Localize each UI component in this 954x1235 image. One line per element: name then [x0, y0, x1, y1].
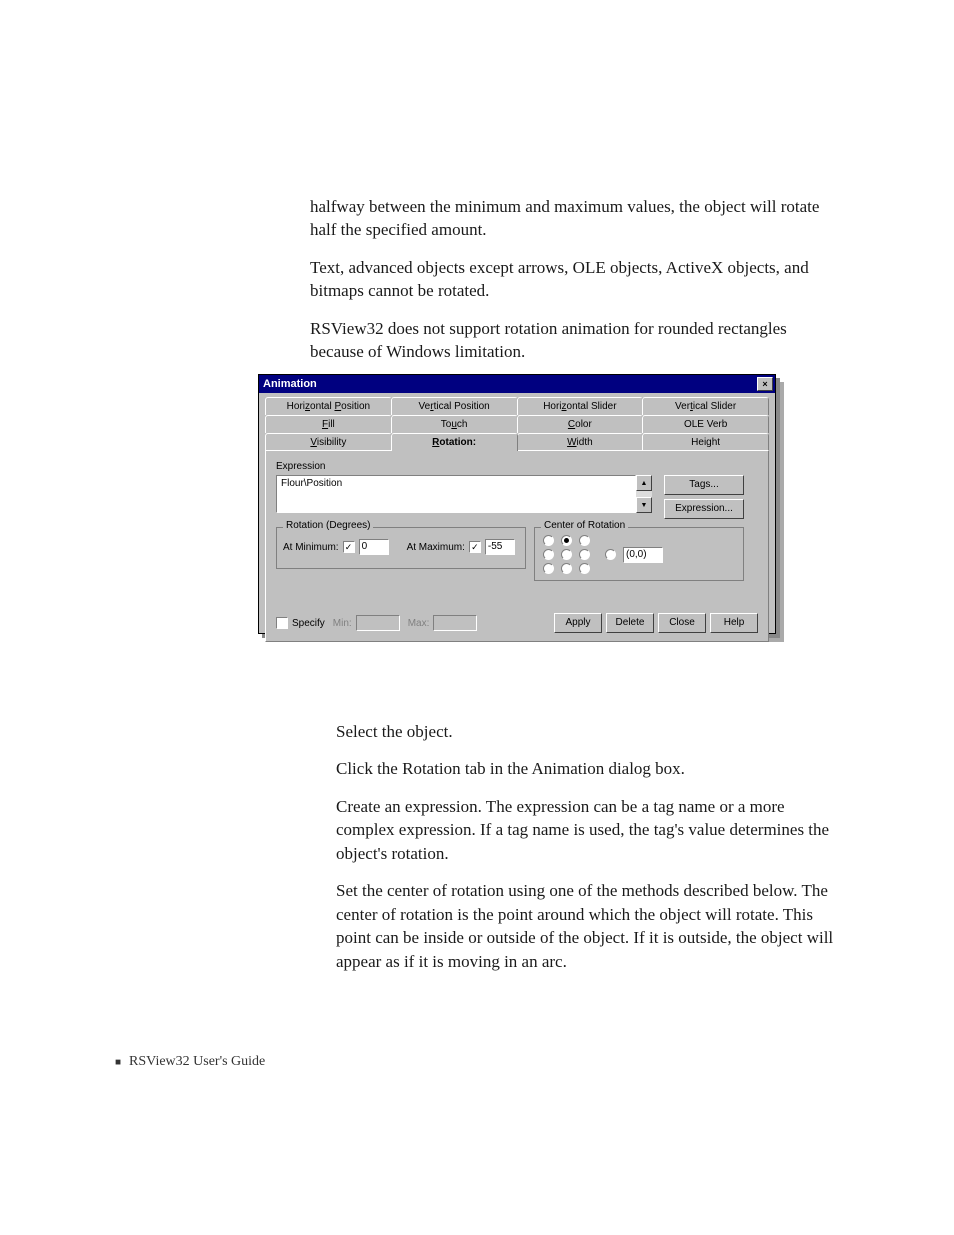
tab-row-3: Visibility Rotation: Width Height [265, 433, 769, 451]
close-icon[interactable]: × [757, 377, 773, 391]
lower-p4: Set the center of rotation using one of … [336, 879, 841, 973]
help-button[interactable]: Help [710, 613, 758, 633]
max-input [433, 615, 477, 631]
center-radio-8[interactable] [579, 563, 590, 574]
tab-color[interactable]: Color [517, 415, 644, 433]
specify-checkbox[interactable] [276, 617, 288, 629]
dialog-title: Animation [263, 378, 317, 390]
rotation-degrees-group: Rotation (Degrees) At Minimum: ✓ 0 At Ma… [276, 527, 526, 569]
at-maximum-input[interactable]: -55 [485, 539, 515, 555]
para-2: Text, advanced objects except arrows, OL… [310, 256, 840, 303]
tab-width[interactable]: Width [517, 433, 644, 451]
min-input [356, 615, 400, 631]
apply-button[interactable]: Apply [554, 613, 602, 633]
tags-button[interactable]: Tags... [664, 475, 744, 495]
close-button[interactable]: Close [658, 613, 706, 633]
scroll-down-icon[interactable]: ▼ [636, 497, 652, 513]
para-1: halfway between the minimum and maximum … [310, 195, 840, 242]
para-3: RSView32 does not support rotation anima… [310, 317, 840, 364]
at-maximum-checkbox[interactable]: ✓ [469, 541, 481, 553]
at-minimum-label: At Minimum: [283, 542, 339, 553]
upper-paragraphs: halfway between the minimum and maximum … [310, 195, 840, 378]
footer-bullet-icon: ■ [115, 1057, 121, 1068]
center-radio-grid [543, 535, 597, 577]
center-radio-2[interactable] [579, 535, 590, 546]
scroll-up-icon[interactable]: ▲ [636, 475, 652, 491]
center-radio-custom[interactable] [605, 549, 616, 560]
tab-body: Expression Flour\Position ▲ ▼ Tags... Ex… [265, 450, 769, 642]
tab-rotation[interactable]: Rotation: [391, 433, 518, 451]
rotation-group-title: Rotation (Degrees) [283, 520, 373, 531]
bottom-row: Specify Min: Max: Apply Delete Close Hel… [276, 613, 758, 633]
tab-horizontal-slider[interactable]: Horizontal Slider [517, 397, 644, 415]
center-radio-3[interactable] [543, 549, 554, 560]
at-maximum-label: At Maximum: [407, 542, 465, 553]
tab-touch[interactable]: Touch [391, 415, 518, 433]
at-minimum-checkbox[interactable]: ✓ [343, 541, 355, 553]
center-group-title: Center of Rotation [541, 520, 628, 531]
center-radio-1[interactable] [561, 535, 572, 546]
min-label: Min: [333, 618, 352, 629]
tab-vertical-slider[interactable]: Vertical Slider [642, 397, 769, 415]
expression-scrollbar[interactable]: ▲ ▼ [636, 475, 652, 513]
expression-button[interactable]: Expression... [664, 499, 744, 519]
center-radio-6[interactable] [543, 563, 554, 574]
tab-vertical-position[interactable]: Vertical Position [391, 397, 518, 415]
expression-label: Expression [276, 461, 758, 472]
center-radio-7[interactable] [561, 563, 572, 574]
at-minimum-input[interactable]: 0 [359, 539, 389, 555]
footer-text: RSView32 User's Guide [129, 1054, 265, 1070]
center-radio-0[interactable] [543, 535, 554, 546]
tabs-area: Horizontal Position Vertical Position Ho… [259, 393, 775, 642]
animation-dialog: Animation × Horizontal Position Vertical… [258, 374, 776, 634]
center-radio-5[interactable] [579, 549, 590, 560]
lower-p3: Create an expression. The expression can… [336, 795, 841, 865]
lower-p2: Click the Rotation tab in the Animation … [336, 757, 841, 780]
center-coord-input[interactable]: (0,0) [623, 547, 663, 563]
tab-horizontal-position[interactable]: Horizontal Position [265, 397, 392, 415]
delete-button[interactable]: Delete [606, 613, 654, 633]
tab-row-1: Horizontal Position Vertical Position Ho… [265, 397, 769, 415]
tab-ole-verb[interactable]: OLE Verb [642, 415, 769, 433]
title-bar: Animation × [259, 375, 775, 393]
page-footer: ■ RSView32 User's Guide [115, 1054, 265, 1070]
tab-visibility[interactable]: Visibility [265, 433, 392, 451]
specify-label: Specify [292, 618, 325, 629]
lower-p1: Select the object. [336, 720, 841, 743]
center-radio-4[interactable] [561, 549, 572, 560]
tab-row-2: Fill Touch Color OLE Verb [265, 415, 769, 433]
tab-fill[interactable]: Fill [265, 415, 392, 433]
lower-paragraphs: Select the object. Click the Rotation ta… [336, 720, 841, 987]
center-of-rotation-group: Center of Rotation (0,0) [534, 527, 744, 581]
max-label: Max: [408, 618, 430, 629]
expression-input[interactable]: Flour\Position [276, 475, 636, 513]
tab-height[interactable]: Height [642, 433, 769, 451]
